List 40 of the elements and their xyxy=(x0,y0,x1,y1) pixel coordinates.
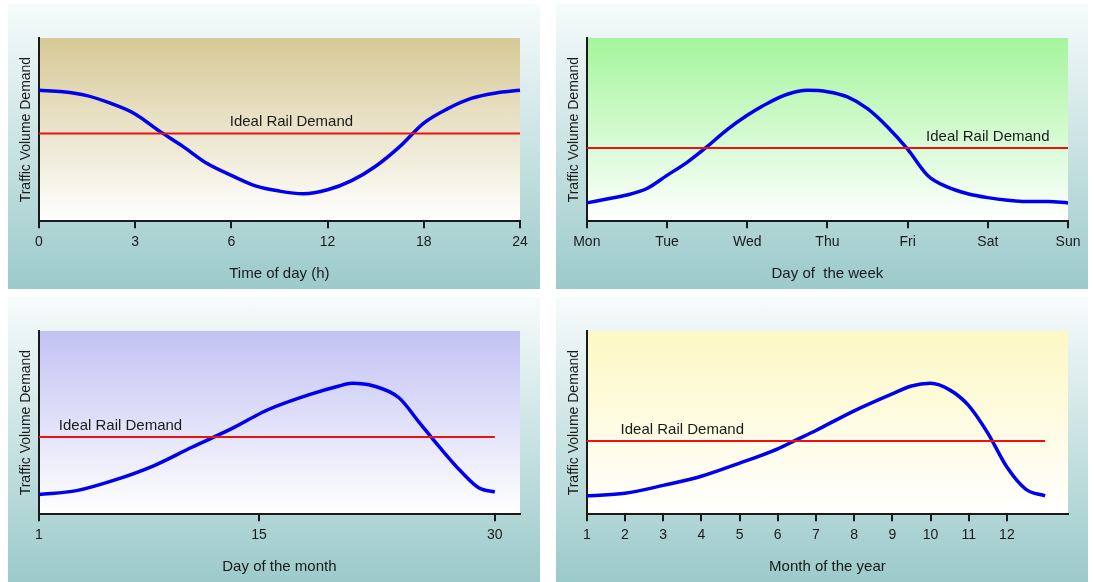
x-tick-label: Sat xyxy=(977,233,999,250)
x-axis-title: Day of the month xyxy=(222,557,337,575)
x-tick-label: 10 xyxy=(922,526,939,543)
ref-line-label: Ideal Rail Demand xyxy=(926,126,1050,144)
y-axis-title: Traffic Volume Demand xyxy=(17,349,34,496)
ref-line-label: Ideal Rail Demand xyxy=(620,419,744,437)
y-axis-title: Traffic Volume Demand xyxy=(17,56,34,203)
x-tick-label: 9 xyxy=(888,526,897,543)
x-tick-label: Tue xyxy=(655,233,680,250)
x-tick-label: 15 xyxy=(251,526,267,543)
x-tick-label: 30 xyxy=(487,526,503,543)
x-tick-label: 6 xyxy=(227,233,236,250)
x-tick-label: Wed xyxy=(732,233,762,250)
x-tick-label: Mon xyxy=(573,233,601,250)
x-tick-label: 3 xyxy=(659,526,668,543)
x-axis-title: Day of the week xyxy=(771,264,884,282)
y-axis-title: Traffic Volume Demand xyxy=(565,349,582,496)
x-axis-title: Month of the year xyxy=(769,557,886,575)
y-axis-title: Traffic Volume Demand xyxy=(565,56,582,203)
x-tick-label: 8 xyxy=(850,526,859,543)
x-tick-label: 11 xyxy=(961,526,977,543)
x-tick-label: 0 xyxy=(34,233,43,250)
x-tick-label: 12 xyxy=(999,526,1015,543)
ref-line-label: Ideal Rail Demand xyxy=(229,112,354,130)
x-tick-label: 7 xyxy=(812,526,821,543)
x-tick-label: 6 xyxy=(773,526,782,543)
x-tick-label: 4 xyxy=(697,526,706,543)
x-tick-label: 3 xyxy=(131,233,140,250)
x-axis-title: Time of day (h) xyxy=(229,264,330,282)
x-tick-label: 24 xyxy=(512,233,528,250)
x-tick-label: Fri xyxy=(899,233,916,250)
x-tick-label: Thu xyxy=(815,233,840,250)
x-tick-label: 2 xyxy=(621,526,630,543)
x-tick-label: 1 xyxy=(582,526,591,543)
x-tick-label: 12 xyxy=(319,233,336,250)
x-tick-label: Sun xyxy=(1055,233,1081,250)
x-tick-label: 18 xyxy=(415,233,432,250)
x-tick-label: 5 xyxy=(735,526,744,543)
x-tick-label: 1 xyxy=(34,526,43,543)
ref-line-label: Ideal Rail Demand xyxy=(58,415,183,433)
